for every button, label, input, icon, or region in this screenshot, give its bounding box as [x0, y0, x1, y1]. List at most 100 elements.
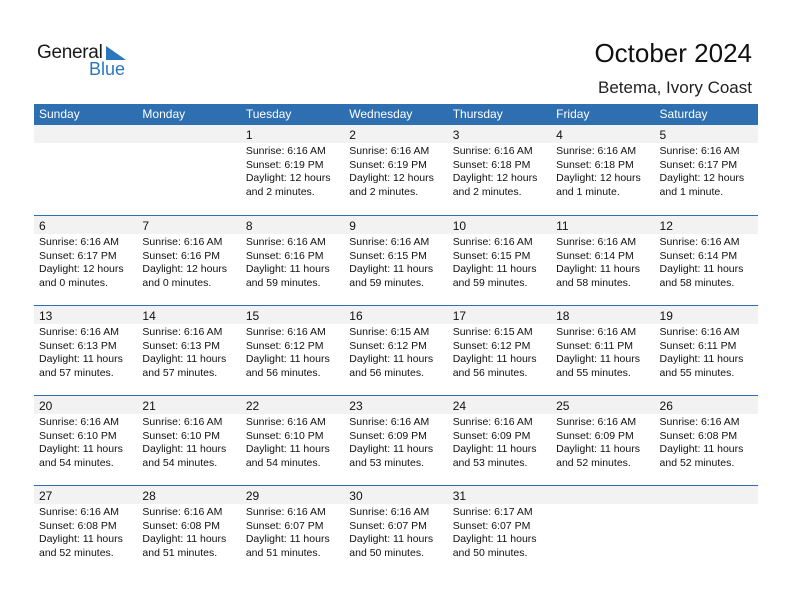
day-cell: 30 Sunrise: 6:16 AM Sunset: 6:07 PM Dayligh… — [344, 486, 448, 575]
sunset-text: Sunset: 6:12 PM — [452, 339, 531, 352]
sunset-text: Sunset: 6:11 PM — [556, 339, 633, 352]
daylight1-text: Daylight: 12 hours — [39, 263, 124, 275]
sunset-text: Sunset: 6:07 PM — [245, 519, 324, 532]
daylight1-text: Daylight: 11 hours — [39, 443, 123, 455]
day-info: Sunrise: 6:16 AM Sunset: 6:08 PM Daylight:… — [655, 414, 758, 470]
sunset-text: Sunset: 6:07 PM — [349, 519, 427, 532]
daylight1-text: Daylight: 12 hours — [245, 172, 331, 184]
daylight2-text: and 55 minutes. — [659, 366, 735, 379]
daylight2-text: and 52 minutes. — [556, 456, 631, 469]
sunrise-text: Sunrise: 6:16 AM — [245, 236, 326, 248]
daylight2-text: and 50 minutes. — [452, 546, 528, 559]
sunrise-text: Sunrise: 6:16 AM — [556, 145, 637, 157]
day-number: 28 — [137, 486, 241, 504]
day-info: Sunrise: 6:16 AM Sunset: 6:07 PM Daylight:… — [241, 504, 344, 560]
daylight1-text: Daylight: 11 hours — [245, 533, 330, 545]
day-cell: 28 Sunrise: 6:16 AM Sunset: 6:08 PM Dayligh… — [137, 486, 241, 575]
day-number: 19 — [654, 306, 758, 324]
sunrise-text: Sunrise: 6:16 AM — [39, 236, 119, 248]
daylight2-text: and 51 minutes. — [245, 546, 321, 559]
day-info: Sunrise: 6:16 AM Sunset: 6:13 PM Daylight:… — [34, 324, 137, 380]
daylight2-text: and 2 minutes. — [349, 185, 419, 198]
day-cell: 21 Sunrise: 6:16 AM Sunset: 6:10 PM Dayligh… — [137, 396, 241, 485]
daylight1-text: Daylight: 11 hours — [556, 353, 640, 365]
daylight2-text: and 56 minutes. — [245, 366, 321, 379]
day-cell: 2 Sunrise: 6:16 AM Sunset: 6:19 PM Daylight… — [344, 125, 448, 215]
sunrise-text: Sunrise: 6:16 AM — [659, 326, 740, 338]
daylight1-text: Daylight: 11 hours — [349, 443, 434, 455]
day-info: Sunrise: 6:16 AM Sunset: 6:12 PM Daylight:… — [241, 324, 344, 380]
daylight2-text: and 1 minute. — [659, 185, 724, 198]
sunrise-text: Sunrise: 6:16 AM — [142, 236, 223, 248]
daylight1-text: Daylight: 11 hours — [142, 443, 227, 455]
day-cell: 7 Sunrise: 6:16 AM Sunset: 6:16 PM Daylight… — [137, 216, 241, 305]
empty-day-band — [34, 125, 138, 143]
day-info: Sunrise: 6:16 AM Sunset: 6:15 PM Daylight:… — [344, 234, 447, 290]
sunrise-text: Sunrise: 6:16 AM — [245, 326, 326, 338]
day-info: Sunrise: 6:16 AM Sunset: 6:17 PM Daylight:… — [34, 234, 137, 290]
sunset-text: Sunset: 6:10 PM — [39, 429, 117, 442]
day-number: 9 — [344, 216, 448, 234]
daylight1-text: Daylight: 11 hours — [245, 353, 330, 365]
daylight1-text: Daylight: 11 hours — [142, 533, 227, 545]
daylight1-text: Daylight: 12 hours — [659, 172, 745, 184]
daylight1-text: Daylight: 11 hours — [245, 263, 330, 275]
day-info: Sunrise: 6:16 AM Sunset: 6:18 PM Daylight:… — [551, 143, 654, 199]
empty-cell — [551, 486, 655, 575]
daylight2-text: and 51 minutes. — [142, 546, 218, 559]
sunrise-text: Sunrise: 6:16 AM — [452, 236, 533, 248]
daylight1-text: Daylight: 11 hours — [659, 353, 744, 365]
day-info: Sunrise: 6:16 AM Sunset: 6:16 PM Daylight:… — [137, 234, 240, 290]
day-info: Sunrise: 6:16 AM Sunset: 6:08 PM Daylight:… — [34, 504, 137, 560]
day-number: 17 — [447, 306, 552, 324]
sunset-text: Sunset: 6:14 PM — [659, 249, 738, 262]
daylight2-text: and 1 minute. — [556, 185, 620, 198]
logo-text-blue: Blue — [89, 59, 126, 79]
sunset-text: Sunset: 6:17 PM — [39, 249, 117, 262]
sunrise-text: Sunrise: 6:16 AM — [452, 145, 533, 157]
day-cell: 9 Sunrise: 6:16 AM Sunset: 6:15 PM Daylight… — [344, 216, 448, 305]
sunset-text: Sunset: 6:09 PM — [556, 429, 634, 442]
daylight2-text: and 57 minutes. — [142, 366, 218, 379]
weekday-tuesday: Tuesday — [245, 107, 292, 121]
day-info: Sunrise: 6:16 AM Sunset: 6:13 PM Daylight:… — [137, 324, 240, 380]
daylight2-text: and 59 minutes. — [245, 276, 321, 289]
day-number: 18 — [551, 306, 655, 324]
day-number: 12 — [654, 216, 758, 234]
empty-cell — [654, 486, 758, 575]
weekday-monday: Monday — [142, 107, 186, 121]
day-number: 24 — [447, 396, 552, 414]
sunrise-text: Sunrise: 6:16 AM — [142, 326, 223, 338]
day-cell: 3 Sunrise: 6:16 AM Sunset: 6:18 PM Daylight… — [447, 125, 552, 215]
week-row: 20 Sunrise: 6:16 AM Sunset: 6:10 PM Dayligh… — [34, 395, 758, 485]
day-info: Sunrise: 6:16 AM Sunset: 6:18 PM Daylight:… — [448, 143, 551, 199]
sunrise-text: Sunrise: 6:16 AM — [245, 145, 326, 157]
empty-cell — [34, 125, 138, 215]
daylight2-text: and 0 minutes. — [39, 276, 108, 289]
day-number: 2 — [344, 125, 448, 143]
day-number: 3 — [447, 125, 552, 143]
day-number: 11 — [551, 216, 655, 234]
day-number: 7 — [137, 216, 241, 234]
day-info: Sunrise: 6:16 AM Sunset: 6:14 PM Daylight:… — [655, 234, 758, 290]
day-info: Sunrise: 6:16 AM Sunset: 6:07 PM Daylight:… — [344, 504, 447, 560]
weekday-sunday: Sunday — [39, 107, 80, 121]
sunrise-text: Sunrise: 6:16 AM — [556, 326, 637, 338]
sunset-text: Sunset: 6:08 PM — [142, 519, 221, 532]
sunrise-text: Sunrise: 6:16 AM — [245, 506, 326, 518]
sunset-text: Sunset: 6:09 PM — [452, 429, 531, 442]
logo-triangle-icon — [106, 46, 126, 60]
weekday-friday: Friday — [556, 107, 590, 121]
day-info: Sunrise: 6:16 AM Sunset: 6:11 PM Daylight:… — [551, 324, 654, 380]
day-cell: 10 Sunrise: 6:16 AM Sunset: 6:15 PM Dayligh… — [447, 216, 552, 305]
sunset-text: Sunset: 6:10 PM — [245, 429, 324, 442]
daylight1-text: Daylight: 11 hours — [39, 353, 123, 365]
day-cell: 18 Sunrise: 6:16 AM Sunset: 6:11 PM Dayligh… — [551, 306, 655, 395]
week-row: 1 Sunrise: 6:16 AM Sunset: 6:19 PM Daylight… — [34, 125, 758, 215]
day-info: Sunrise: 6:16 AM Sunset: 6:15 PM Daylight:… — [448, 234, 551, 290]
sunrise-text: Sunrise: 6:16 AM — [349, 236, 430, 248]
sunrise-text: Sunrise: 6:16 AM — [245, 416, 326, 428]
day-cell: 13 Sunrise: 6:16 AM Sunset: 6:13 PM Dayligh… — [34, 306, 138, 395]
daylight1-text: Daylight: 12 hours — [452, 172, 538, 184]
day-number: 10 — [447, 216, 552, 234]
